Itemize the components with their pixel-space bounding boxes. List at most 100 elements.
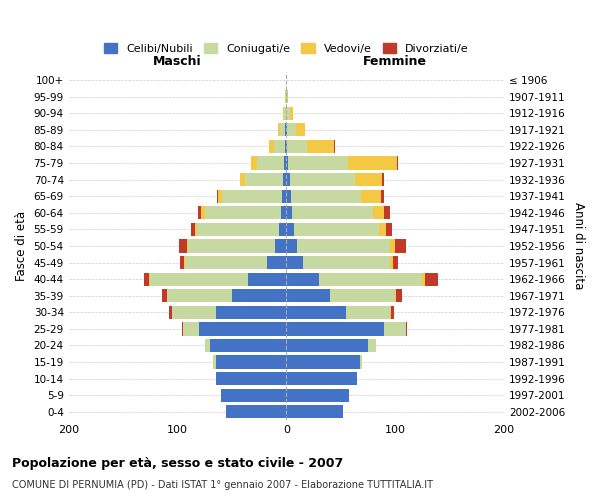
Bar (285, 123, 286, 136)
Bar (422, 272, 425, 286)
Bar (292, 206, 373, 220)
Bar (286, 306, 346, 319)
Bar (169, 306, 172, 319)
Bar (330, 289, 395, 302)
Bar (286, 289, 330, 302)
Bar (373, 206, 384, 220)
Bar (286, 190, 290, 203)
Bar (384, 322, 406, 336)
Bar (302, 256, 389, 269)
Bar (294, 222, 379, 236)
Bar (297, 240, 389, 252)
Bar (286, 356, 361, 368)
Bar (319, 272, 422, 286)
Bar (283, 173, 286, 186)
Bar (183, 322, 199, 336)
Bar (167, 289, 232, 302)
Text: COMUNE DI PERNUMIA (PD) - Dati ISTAT 1° gennaio 2007 - Elaborazione TUTTITALIA.I: COMUNE DI PERNUMIA (PD) - Dati ISTAT 1° … (12, 480, 433, 490)
Bar (281, 206, 286, 220)
Bar (210, 339, 286, 352)
Bar (245, 173, 283, 186)
Bar (179, 240, 187, 252)
Bar (286, 256, 302, 269)
Bar (286, 173, 290, 186)
Bar (215, 306, 286, 319)
Bar (150, 272, 248, 286)
Bar (214, 356, 215, 368)
Bar (355, 173, 382, 186)
Bar (289, 156, 349, 170)
Bar (286, 322, 384, 336)
Bar (386, 222, 392, 236)
Text: Popolazione per età, sesso e stato civile - 2007: Popolazione per età, sesso e stato civil… (12, 458, 343, 470)
Bar (274, 140, 285, 153)
Bar (191, 222, 195, 236)
Bar (269, 140, 274, 153)
Bar (172, 306, 215, 319)
Bar (179, 256, 184, 269)
Bar (267, 256, 286, 269)
Bar (284, 106, 286, 120)
Bar (257, 156, 284, 170)
Bar (286, 140, 287, 153)
Bar (226, 405, 286, 418)
Bar (197, 222, 278, 236)
Bar (379, 222, 386, 236)
Bar (232, 289, 286, 302)
Bar (286, 90, 287, 104)
Bar (278, 222, 286, 236)
Y-axis label: Fasce di età: Fasce di età (15, 211, 28, 281)
Bar (361, 356, 362, 368)
Bar (188, 240, 275, 252)
Bar (285, 140, 286, 153)
Bar (205, 206, 281, 220)
Bar (382, 173, 384, 186)
Bar (290, 190, 361, 203)
Legend: Celibi/Nubili, Coniugati/e, Vedovi/e, Divorziati/e: Celibi/Nubili, Coniugati/e, Vedovi/e, Di… (100, 39, 473, 58)
Bar (286, 405, 343, 418)
Bar (349, 156, 397, 170)
Bar (286, 372, 357, 386)
Bar (198, 206, 202, 220)
Bar (425, 272, 437, 286)
Bar (287, 123, 296, 136)
Bar (195, 222, 197, 236)
Bar (395, 240, 406, 252)
Bar (202, 206, 205, 220)
Bar (248, 272, 286, 286)
Bar (283, 106, 284, 120)
Bar (284, 156, 286, 170)
Bar (286, 222, 294, 236)
Bar (286, 388, 349, 402)
Bar (286, 156, 289, 170)
Bar (287, 90, 289, 104)
Bar (393, 256, 398, 269)
Bar (251, 156, 257, 170)
Bar (384, 206, 389, 220)
Bar (381, 190, 384, 203)
Bar (286, 339, 368, 352)
Bar (334, 140, 335, 153)
Bar (221, 388, 286, 402)
Bar (218, 190, 222, 203)
Bar (205, 339, 210, 352)
Bar (290, 173, 355, 186)
Bar (286, 206, 292, 220)
Bar (185, 256, 267, 269)
Text: Femmine: Femmine (363, 56, 427, 68)
Bar (275, 240, 286, 252)
Bar (389, 306, 391, 319)
Bar (215, 372, 286, 386)
Bar (346, 306, 389, 319)
Bar (285, 90, 286, 104)
Bar (217, 190, 218, 203)
Bar (395, 289, 396, 302)
Bar (187, 240, 188, 252)
Bar (280, 123, 285, 136)
Bar (286, 123, 287, 136)
Bar (290, 106, 293, 120)
Bar (149, 272, 150, 286)
Bar (282, 190, 286, 203)
Bar (307, 140, 334, 153)
Bar (286, 106, 290, 120)
